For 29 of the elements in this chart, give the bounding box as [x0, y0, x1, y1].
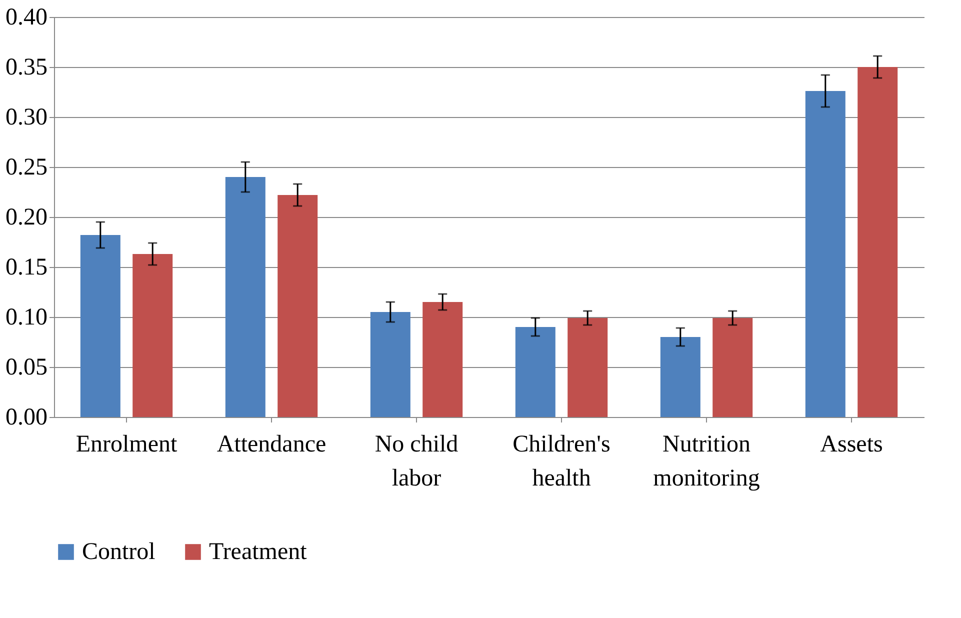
y-tick-label: 0.00	[6, 404, 48, 430]
bar	[712, 318, 753, 417]
legend-label: Treatment	[209, 539, 308, 565]
y-tick-label: 0.05	[6, 354, 48, 380]
x-tick-label: Nutrition monitoring	[653, 432, 760, 492]
y-tick-label: 0.10	[6, 304, 48, 330]
bar	[858, 67, 898, 417]
bar	[225, 177, 266, 417]
y-tick-label: 0.30	[6, 104, 48, 130]
bar	[370, 312, 410, 417]
y-tick-label: 0.15	[6, 254, 48, 280]
bar	[80, 235, 120, 417]
bar	[132, 254, 173, 417]
y-tick-label: 0.40	[6, 4, 48, 30]
y-tick-label: 0.35	[6, 54, 48, 80]
x-tick-label: Assets	[820, 432, 883, 458]
bar	[515, 327, 556, 417]
bar	[568, 318, 608, 417]
x-tick-label: Enrolment	[76, 432, 178, 458]
y-tick-label: 0.20	[6, 204, 48, 230]
bar	[805, 91, 846, 417]
x-tick-label: No child labor	[374, 432, 458, 492]
y-tick-label: 0.25	[6, 154, 48, 180]
bar	[278, 195, 318, 417]
legend-label: Control	[82, 539, 156, 565]
x-tick-label: Children's health	[512, 432, 610, 492]
bar	[660, 337, 700, 417]
x-tick-label: Attendance	[216, 432, 326, 458]
bar	[422, 302, 463, 417]
